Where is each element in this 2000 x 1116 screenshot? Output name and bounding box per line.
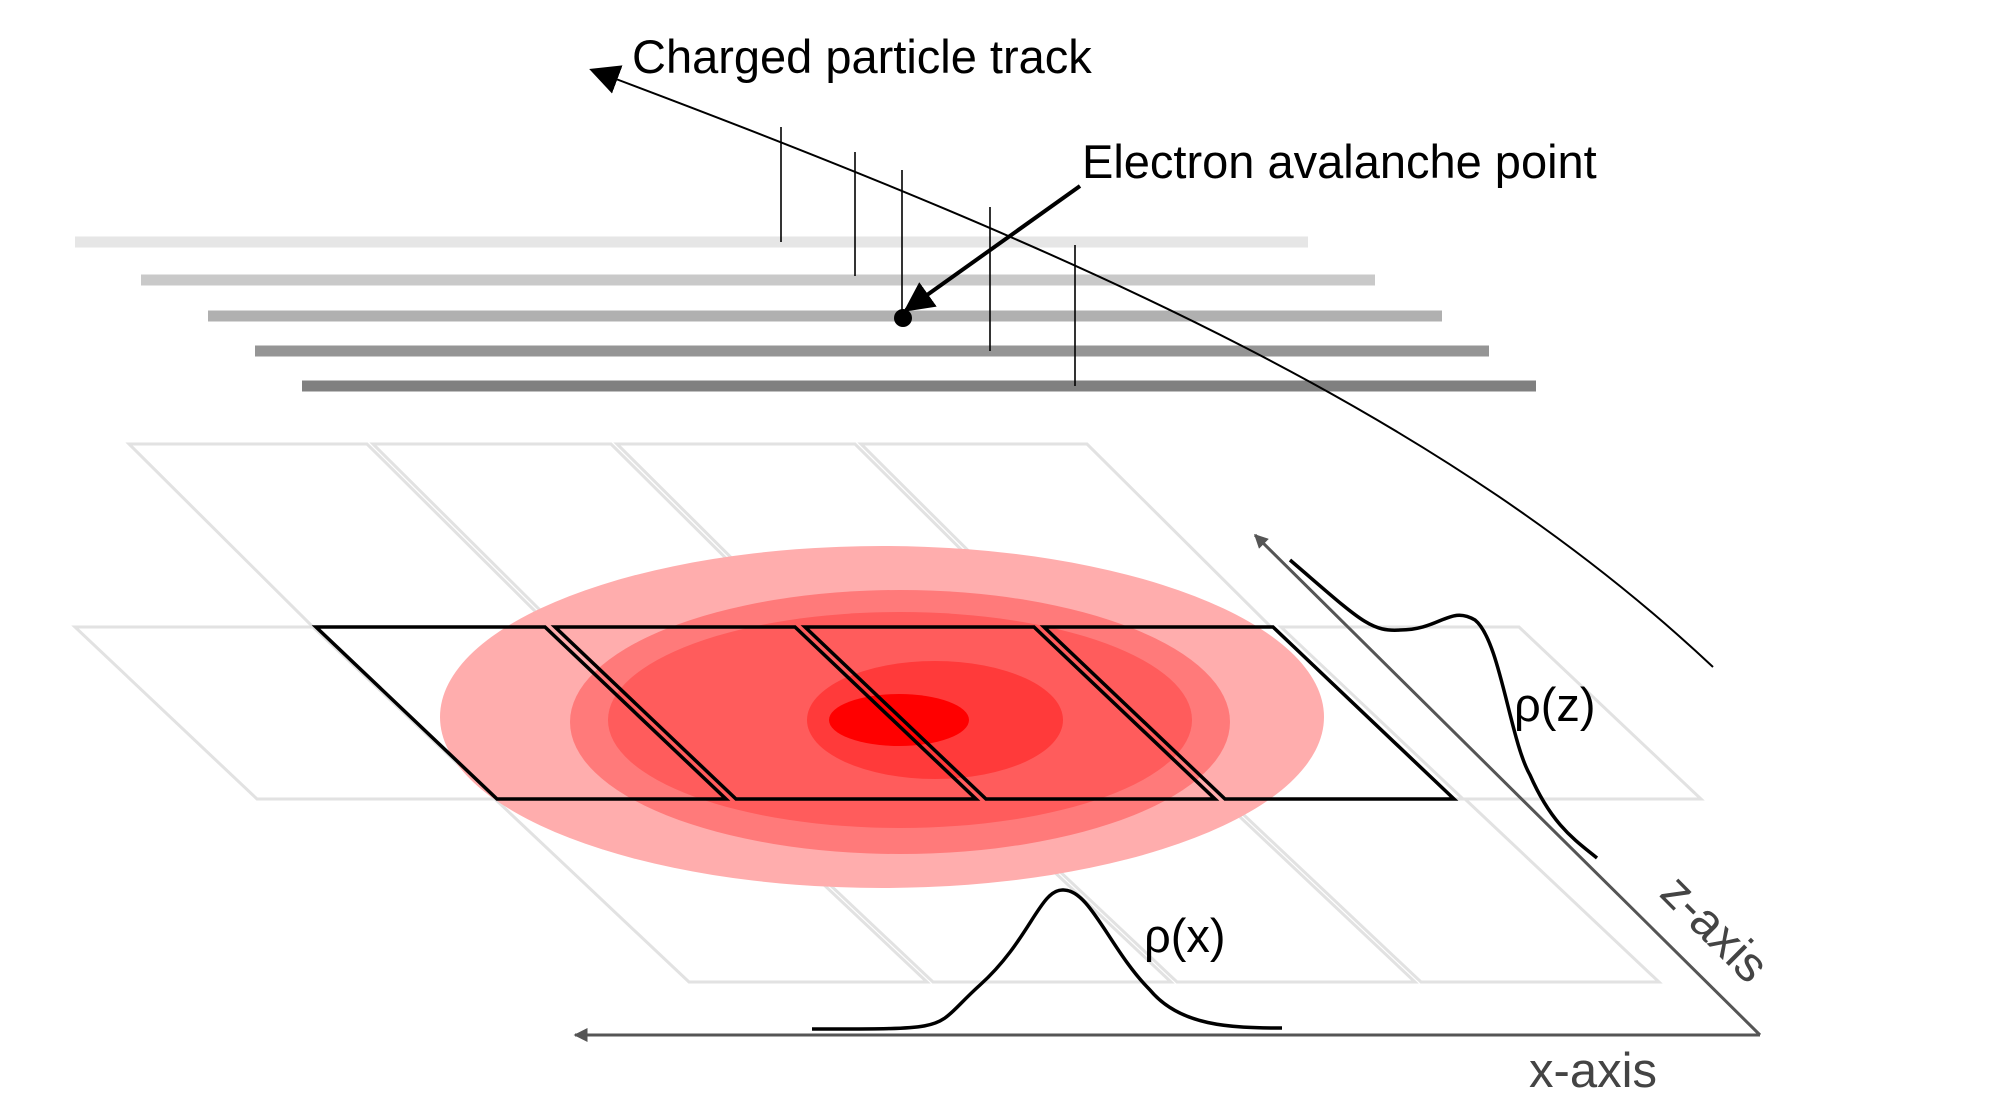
pad [1277, 625, 1705, 801]
rho-x-curve [811, 888, 1283, 1031]
avalanche-point [894, 309, 912, 327]
rho-z-label: ρ(z) [1514, 678, 1596, 731]
z-axis-label: z-axis [1650, 865, 1779, 994]
z-axis-line [1253, 533, 1762, 1037]
highlighted-pad-4 [1039, 625, 1459, 801]
highlighted-pad-2 [550, 625, 981, 801]
highlighted-pad-3 [800, 625, 1220, 801]
avalanche-pointer [903, 184, 1082, 312]
x-axis-label: x-axis [1529, 1044, 1657, 1098]
pad [125, 442, 555, 629]
highlighted-pads [311, 625, 1459, 801]
charge-cloud-core [829, 694, 969, 746]
pad [71, 625, 499, 801]
particle-track [589, 65, 1714, 668]
track-label: Charged particle track [632, 30, 1092, 83]
charge-cloud [440, 546, 1324, 888]
rho-x-label: ρ(x) [1144, 909, 1226, 962]
highlighted-pad-1 [311, 625, 731, 801]
avalanche-label: Electron avalanche point [1082, 135, 1597, 188]
wire-layers [75, 236, 1536, 392]
rho-z-curve [1288, 558, 1599, 860]
pad [1223, 797, 1663, 984]
